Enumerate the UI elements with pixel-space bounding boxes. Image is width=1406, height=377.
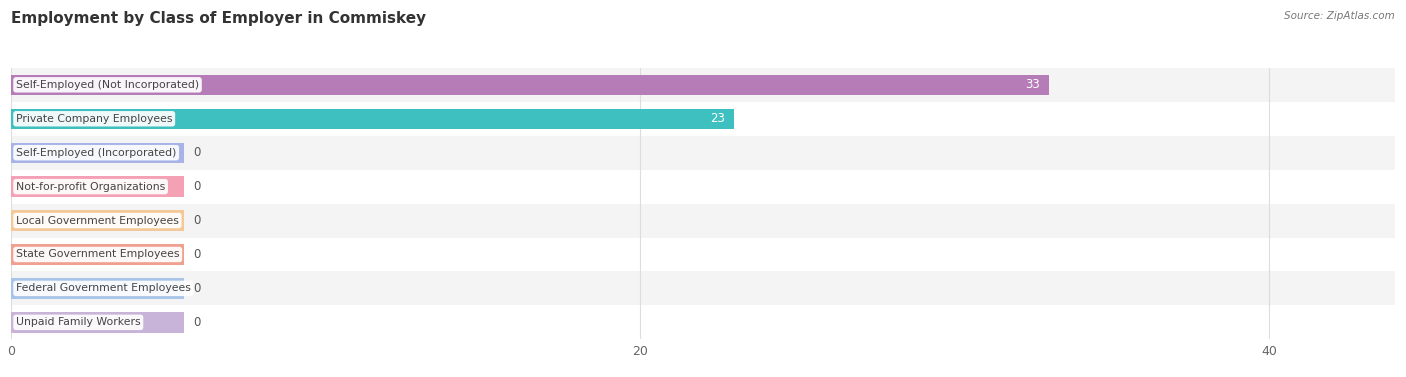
Text: 0: 0: [194, 282, 201, 295]
Bar: [11, 102, 1395, 136]
Text: State Government Employees: State Government Employees: [15, 250, 180, 259]
Text: 0: 0: [194, 248, 201, 261]
Text: 0: 0: [194, 180, 201, 193]
Text: Employment by Class of Employer in Commiskey: Employment by Class of Employer in Commi…: [11, 11, 426, 26]
Bar: [11, 143, 184, 163]
Bar: [11, 210, 184, 231]
Bar: [11, 244, 184, 265]
Bar: [11, 68, 1395, 102]
Text: 0: 0: [194, 146, 201, 159]
Text: Source: ZipAtlas.com: Source: ZipAtlas.com: [1284, 11, 1395, 21]
Text: Local Government Employees: Local Government Employees: [15, 216, 179, 225]
Text: 23: 23: [710, 112, 725, 125]
Bar: [11, 176, 184, 197]
Bar: [11, 136, 1395, 170]
Text: 33: 33: [1025, 78, 1039, 91]
Text: Self-Employed (Incorporated): Self-Employed (Incorporated): [15, 148, 176, 158]
Bar: [11, 278, 184, 299]
Text: Federal Government Employees: Federal Government Employees: [15, 284, 191, 293]
Text: Self-Employed (Not Incorporated): Self-Employed (Not Incorporated): [15, 80, 200, 90]
Bar: [11, 238, 1395, 271]
Text: Private Company Employees: Private Company Employees: [15, 114, 173, 124]
Text: Not-for-profit Organizations: Not-for-profit Organizations: [15, 182, 166, 192]
Bar: [11, 109, 734, 129]
Text: 0: 0: [194, 214, 201, 227]
Bar: [11, 75, 1049, 95]
Bar: [11, 305, 1395, 339]
Bar: [11, 312, 184, 333]
Bar: [11, 204, 1395, 238]
Text: Unpaid Family Workers: Unpaid Family Workers: [15, 317, 141, 327]
Bar: [11, 271, 1395, 305]
Text: 0: 0: [194, 316, 201, 329]
Bar: [11, 170, 1395, 204]
